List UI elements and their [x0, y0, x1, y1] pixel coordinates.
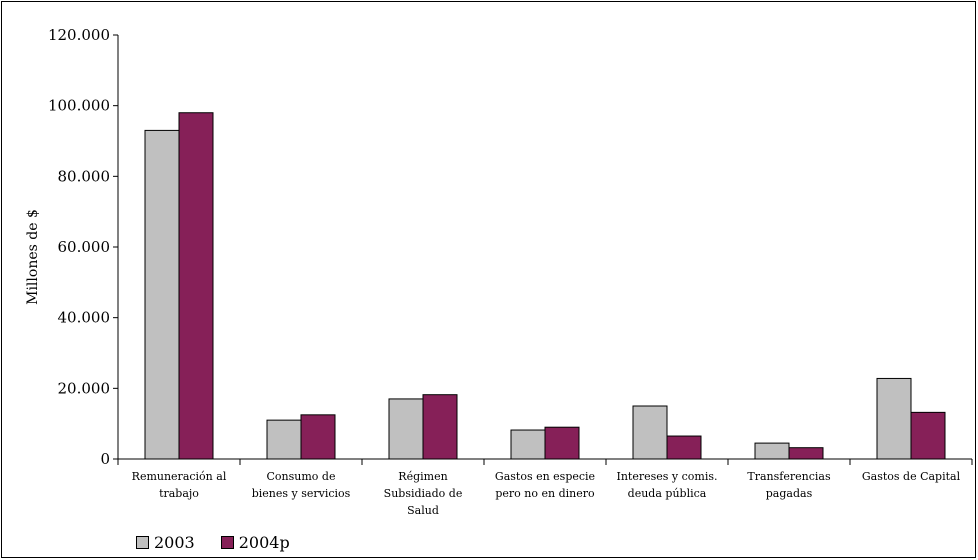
x-tick-label: Intereses y comis.	[616, 470, 717, 483]
bar-2004p-1	[300, 414, 336, 460]
bar-2004p-3	[544, 426, 580, 460]
bar-2004p-2	[422, 394, 458, 460]
bar-2004p-0	[178, 112, 214, 460]
y-tick-label: 40.000	[58, 309, 111, 327]
legend-item-2004p: 2004p	[220, 533, 290, 552]
x-tick-label: pero no en dinero	[495, 487, 595, 500]
bar-2004p-5	[788, 447, 824, 460]
x-tick-label: Gastos en especie	[495, 470, 595, 483]
legend-swatch-2003	[136, 536, 149, 549]
x-tick-label: trabajo	[159, 487, 199, 500]
bar-2003-3	[510, 429, 546, 460]
y-tick-label: 60.000	[58, 238, 111, 256]
bar-2004p-4	[666, 435, 702, 460]
x-tick-label: pagadas	[766, 487, 813, 500]
bar-2003-0	[144, 129, 180, 460]
bar-2003-4	[632, 405, 668, 460]
bar-2003-6	[876, 377, 912, 460]
legend: 2003 2004p	[136, 533, 290, 552]
x-tick-label: bienes y servicios	[252, 487, 351, 500]
legend-item-2003: 2003	[136, 533, 195, 552]
bar-2003-5	[754, 442, 790, 460]
x-tick-label: Transferencias	[747, 470, 831, 483]
x-tick-label: deuda pública	[628, 487, 707, 500]
legend-swatch-2004p	[220, 536, 234, 549]
bar-2004p-6	[910, 411, 946, 460]
y-tick-label: 0	[100, 450, 110, 468]
legend-label-2004p: 2004p	[238, 533, 290, 552]
bar-2003-2	[388, 398, 424, 460]
x-tick-label: Remuneración al	[132, 470, 227, 483]
y-tick-label: 80.000	[58, 167, 111, 185]
x-tick-label: Gastos de Capital	[862, 470, 961, 483]
bar-2003-1	[266, 419, 302, 460]
x-tick-label: Consumo de	[267, 470, 336, 483]
x-tick-label: Régimen	[398, 470, 447, 483]
y-tick-label: 100.000	[48, 97, 110, 115]
x-tick-label: Salud	[407, 504, 439, 517]
legend-label-2003: 2003	[154, 533, 195, 552]
y-tick-label: 120.000	[48, 26, 110, 44]
x-tick-label: Subsidiado de	[384, 487, 463, 500]
y-axis-title: Millones de $	[25, 209, 41, 305]
y-tick-label: 20.000	[58, 379, 111, 397]
